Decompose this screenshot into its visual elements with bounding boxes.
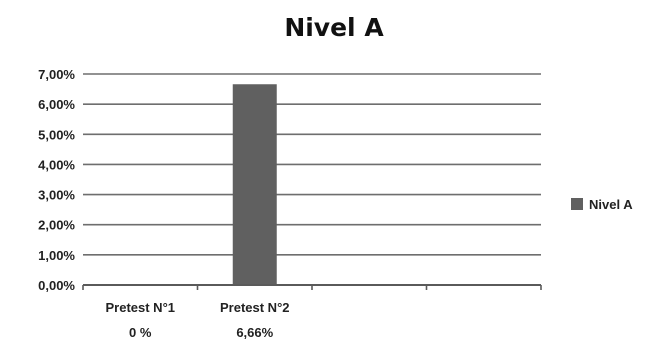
- legend-swatch: [571, 198, 583, 210]
- x-tick-sublabel: 0 %: [129, 325, 152, 340]
- chart-title: Nivel A: [284, 13, 384, 42]
- legend: Nivel A: [571, 197, 633, 212]
- x-axis-tick-labels: Pretest N°1 0 % Pretest N°2 6,66%: [105, 300, 289, 340]
- y-axis-tick-labels: 0,00% 1,00% 2,00% 3,00% 4,00% 5,00% 6,00% 7,00%: [38, 67, 75, 293]
- y-tick-label: 1,00%: [38, 248, 75, 263]
- y-tick-label: 7,00%: [38, 67, 75, 82]
- y-tick-label: 2,00%: [38, 218, 75, 233]
- y-tick-label: 0,00%: [38, 278, 75, 293]
- y-tick-label: 3,00%: [38, 188, 75, 203]
- y-tick-label: 6,00%: [38, 97, 75, 112]
- x-tick-label: Pretest N°2: [220, 300, 290, 315]
- x-axis: [82, 284, 542, 290]
- x-tick-label: Pretest N°1: [105, 300, 175, 315]
- gridlines: [83, 73, 541, 286]
- bars: [232, 84, 277, 286]
- bar: [232, 84, 277, 286]
- y-tick-label: 4,00%: [38, 157, 75, 172]
- y-tick-label: 5,00%: [38, 127, 75, 142]
- x-tick-sublabel: 6,66%: [236, 325, 273, 340]
- legend-label: Nivel A: [589, 197, 633, 212]
